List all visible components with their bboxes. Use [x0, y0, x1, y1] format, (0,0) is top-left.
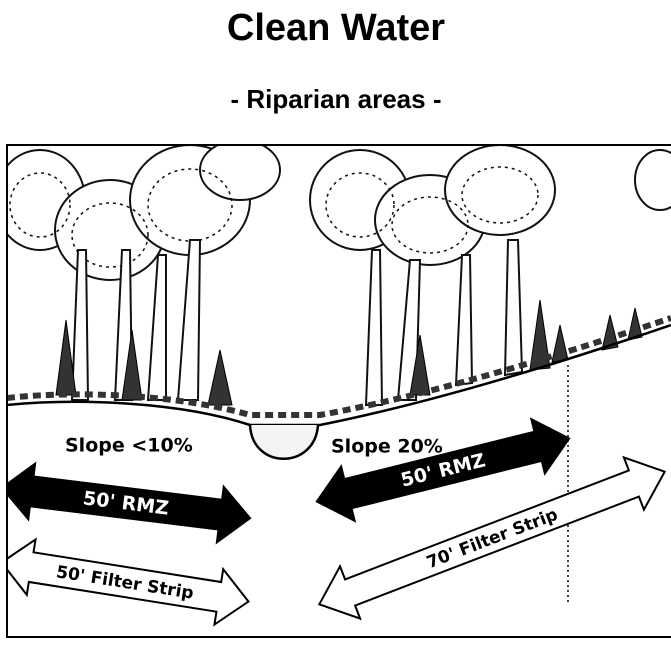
subtitle: - Riparian areas -	[231, 84, 442, 114]
slope-left-label: Slope <10%	[65, 435, 193, 457]
canopy	[0, 140, 671, 280]
title: Clean Water	[227, 7, 445, 49]
left-rmz-arrow: 50' RMZ	[0, 460, 253, 546]
conifers	[56, 300, 642, 405]
right-filter-label: 70' Filter Strip	[424, 505, 561, 573]
left-filter-arrow: 50' Filter Strip	[0, 535, 253, 629]
page: {"header": {"title": "Clean Water", "sub…	[0, 0, 671, 649]
undergrowth	[7, 318, 671, 415]
ground-line	[7, 325, 671, 425]
diagram: Clean Water - Riparian areas -	[0, 0, 671, 649]
slope-right-label: Slope 20%	[331, 436, 443, 458]
stream	[250, 425, 318, 459]
illustration: 50' RMZ 50' Filter Strip 50' RMZ 70' Fil…	[0, 140, 671, 630]
